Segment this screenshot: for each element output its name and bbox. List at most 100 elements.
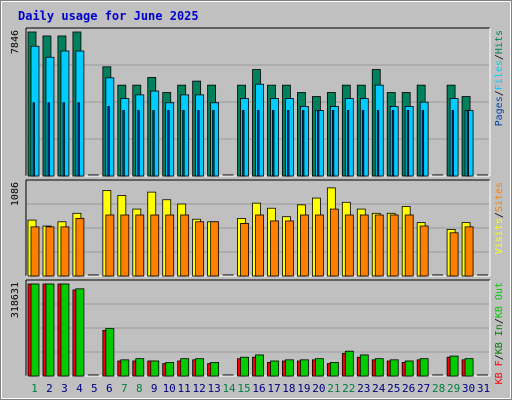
bar-files (449, 98, 459, 177)
bar-kb-in (210, 362, 220, 377)
bar-pages (47, 102, 50, 177)
bar-kb-in (404, 360, 414, 377)
bar-pages (167, 110, 170, 177)
bar-pages (287, 110, 290, 177)
bar-kb-in (464, 358, 474, 377)
day-label: 1 (31, 382, 38, 395)
bar-files (75, 50, 85, 177)
bar-kb-in (359, 354, 369, 377)
legend-separator: / (494, 90, 505, 96)
bar-pages (122, 110, 125, 177)
day-label: 14 (222, 382, 236, 395)
bar-kb-in (75, 288, 85, 377)
bar-sites (180, 214, 190, 277)
bar-kb-in (135, 358, 145, 377)
bar-sites (45, 226, 55, 277)
day-label: 27 (417, 382, 430, 395)
bar-kb-in (105, 327, 115, 377)
bar-files (30, 45, 40, 177)
day-label: 18 (282, 382, 295, 395)
bar-kb-in (180, 358, 190, 377)
bar-sites (120, 214, 130, 277)
bar-files (270, 98, 279, 177)
bar-pages (137, 110, 140, 177)
bar-files (344, 98, 354, 177)
bar-kb-in (314, 358, 324, 377)
y-max-label: 7846 (10, 30, 21, 54)
bar-files (285, 98, 294, 177)
bar-files (105, 77, 115, 177)
day-label: 17 (267, 382, 280, 395)
bar-pages (242, 110, 245, 177)
bar-sites (255, 214, 264, 277)
bar-kb-in (449, 355, 459, 377)
bar-files (195, 94, 205, 177)
bar-pages (451, 110, 454, 177)
bar-sites (30, 226, 40, 277)
bar-files (180, 94, 190, 177)
bar-files (255, 83, 264, 177)
bar-pages (346, 110, 350, 177)
day-label: 10 (163, 382, 176, 395)
day-label: 13 (207, 382, 220, 395)
bar-pages (77, 102, 80, 177)
legend-entry: KB F (494, 360, 505, 384)
day-label: 4 (76, 382, 83, 395)
bar-sites (329, 208, 339, 277)
bar-kb-in (45, 283, 55, 377)
bar-kb-in (270, 360, 279, 377)
bar-sites (449, 232, 459, 277)
legend: Pages/Files/Hits (494, 30, 505, 126)
bar-files (210, 102, 220, 177)
bar-kb-in (195, 358, 205, 377)
day-label: 9 (151, 382, 158, 395)
day-label: 22 (342, 382, 355, 395)
day-label: 23 (357, 382, 370, 395)
bar-sites (135, 214, 145, 277)
bar-files (464, 110, 474, 177)
day-label: 28 (432, 382, 445, 395)
legend-entry: KB Out (494, 282, 505, 318)
legend-entry: Sites (494, 182, 505, 212)
day-label: 21 (327, 382, 340, 395)
legend-separator: / (494, 354, 505, 360)
legend-entry: Visits (494, 218, 505, 254)
bar-sites (314, 214, 324, 277)
bar-sites (195, 221, 205, 277)
bar-files (359, 98, 369, 177)
bar-pages (32, 102, 35, 177)
bar-files (165, 102, 175, 177)
bar-sites (285, 220, 294, 277)
panel-top: 7846 Pages/Files/Hits (10, 27, 505, 177)
bar-kb-in (419, 358, 429, 377)
bar-sites (210, 221, 220, 277)
day-label: 20 (312, 382, 325, 395)
day-label: 29 (447, 382, 460, 395)
bar-kb-in (240, 356, 249, 377)
bar-pages (406, 110, 410, 177)
bar-pages (257, 110, 260, 177)
bar-pages (212, 110, 215, 177)
bar-kb-in (300, 359, 309, 377)
bar-pages (316, 110, 320, 177)
bar-files (150, 90, 160, 177)
bar-kb-in (389, 359, 399, 377)
bar-files (300, 106, 309, 177)
day-label: 3 (61, 382, 68, 395)
day-label: 7 (121, 382, 128, 395)
bar-sites (374, 214, 384, 277)
bar-sites (404, 214, 414, 277)
legend: KB F/KB In/KB Out (494, 282, 505, 384)
bar-sites (359, 214, 369, 277)
bar-pages (421, 110, 425, 177)
bar-files (329, 106, 339, 177)
bar-sites (75, 217, 85, 277)
bar-kb-in (329, 362, 339, 377)
day-label: 12 (193, 382, 206, 395)
legend-separator: / (494, 54, 505, 60)
panel-middle: 1086 Visits/Sites (10, 179, 505, 277)
day-label: 8 (136, 382, 143, 395)
bar-sites (240, 223, 249, 277)
day-label: 24 (372, 382, 386, 395)
